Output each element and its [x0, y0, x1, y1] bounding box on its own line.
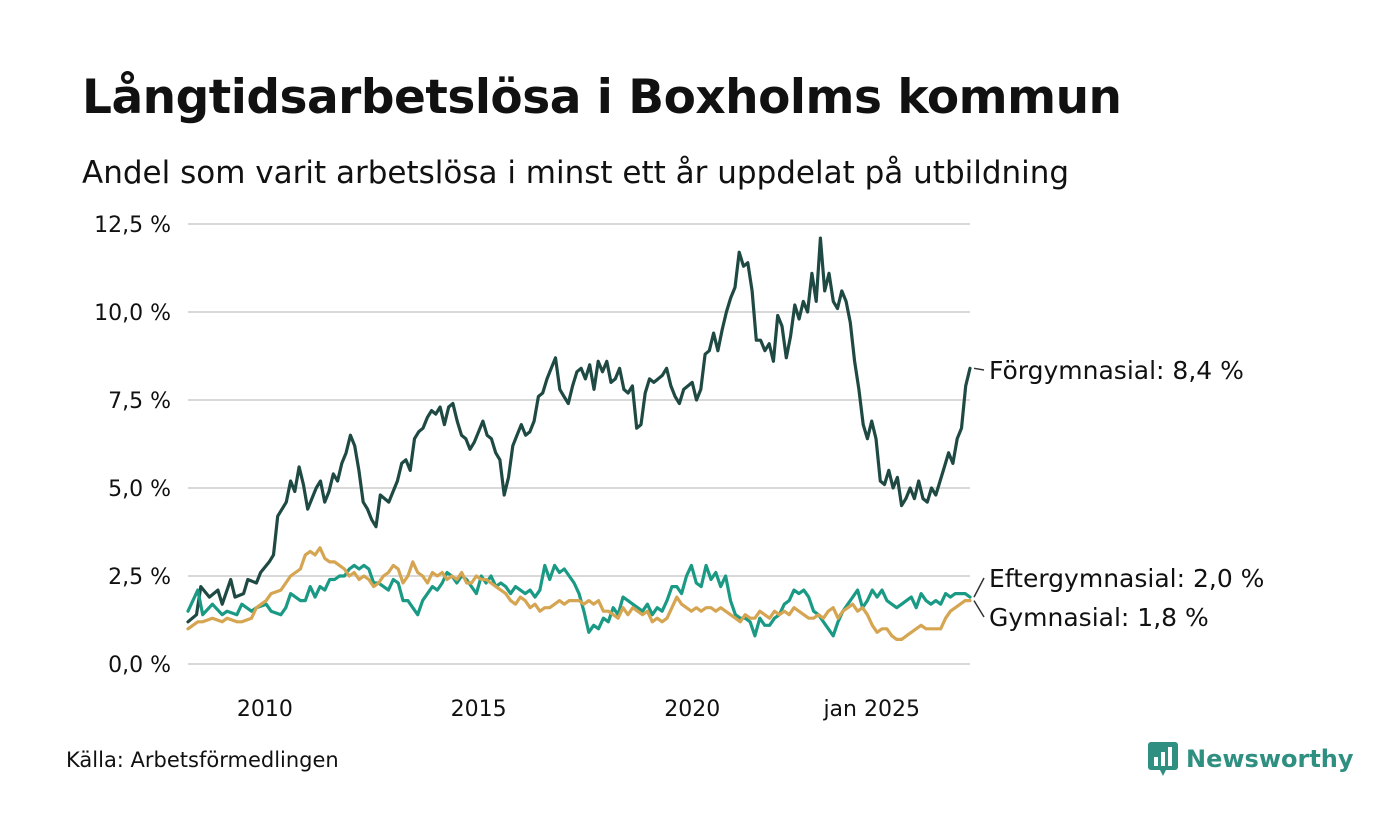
chart-title: Långtidsarbetslösa i Boxholms kommun	[82, 70, 1122, 125]
series-lines	[186, 236, 972, 641]
brand-name: Newsworthy	[1186, 745, 1354, 773]
brand-logo: Newsworthy	[1148, 742, 1354, 776]
end-labels: Förgymnasial: 8,4 % Eftergymnasial: 2,0 %…	[973, 356, 1264, 632]
y-tick-label: 10,0 %	[94, 301, 171, 326]
label-leader	[973, 600, 985, 618]
end-label-gymnasial: Gymnasial: 1,8 %	[989, 603, 1209, 632]
x-tick-label: 2010	[237, 697, 293, 722]
y-axis-labels: 0,0 % 2,5 % 5,0 % 7,5 % 10,0 % 12,5 %	[94, 213, 171, 678]
bar-chart-icon	[1148, 742, 1178, 776]
series-line-förgymnasial	[186, 236, 972, 624]
y-tick-label: 2,5 %	[108, 565, 171, 590]
y-tick-label: 7,5 %	[108, 389, 171, 414]
y-tick-label: 5,0 %	[108, 477, 171, 502]
x-tick-label: 2020	[664, 697, 720, 722]
chart-subtitle: Andel som varit arbetslösa i minst ett å…	[82, 155, 1070, 191]
end-label-förgymnasial: Förgymnasial: 8,4 %	[989, 356, 1244, 385]
x-axis-labels: 2010 2015 2020 jan 2025	[237, 697, 920, 722]
source-note: Källa: Arbetsförmedlingen	[66, 748, 339, 772]
series-line-gymnasial	[186, 546, 972, 641]
x-tick-label: jan 2025	[822, 697, 920, 722]
series-line-eftergymnasial	[186, 563, 972, 638]
label-leader	[973, 367, 985, 371]
label-leader	[973, 577, 985, 598]
gridlines	[188, 223, 970, 665]
y-tick-label: 0,0 %	[108, 653, 171, 678]
end-label-eftergymnasial: Eftergymnasial: 2,0 %	[989, 564, 1264, 593]
x-tick-label: 2015	[451, 697, 507, 722]
y-tick-label: 12,5 %	[94, 213, 171, 238]
